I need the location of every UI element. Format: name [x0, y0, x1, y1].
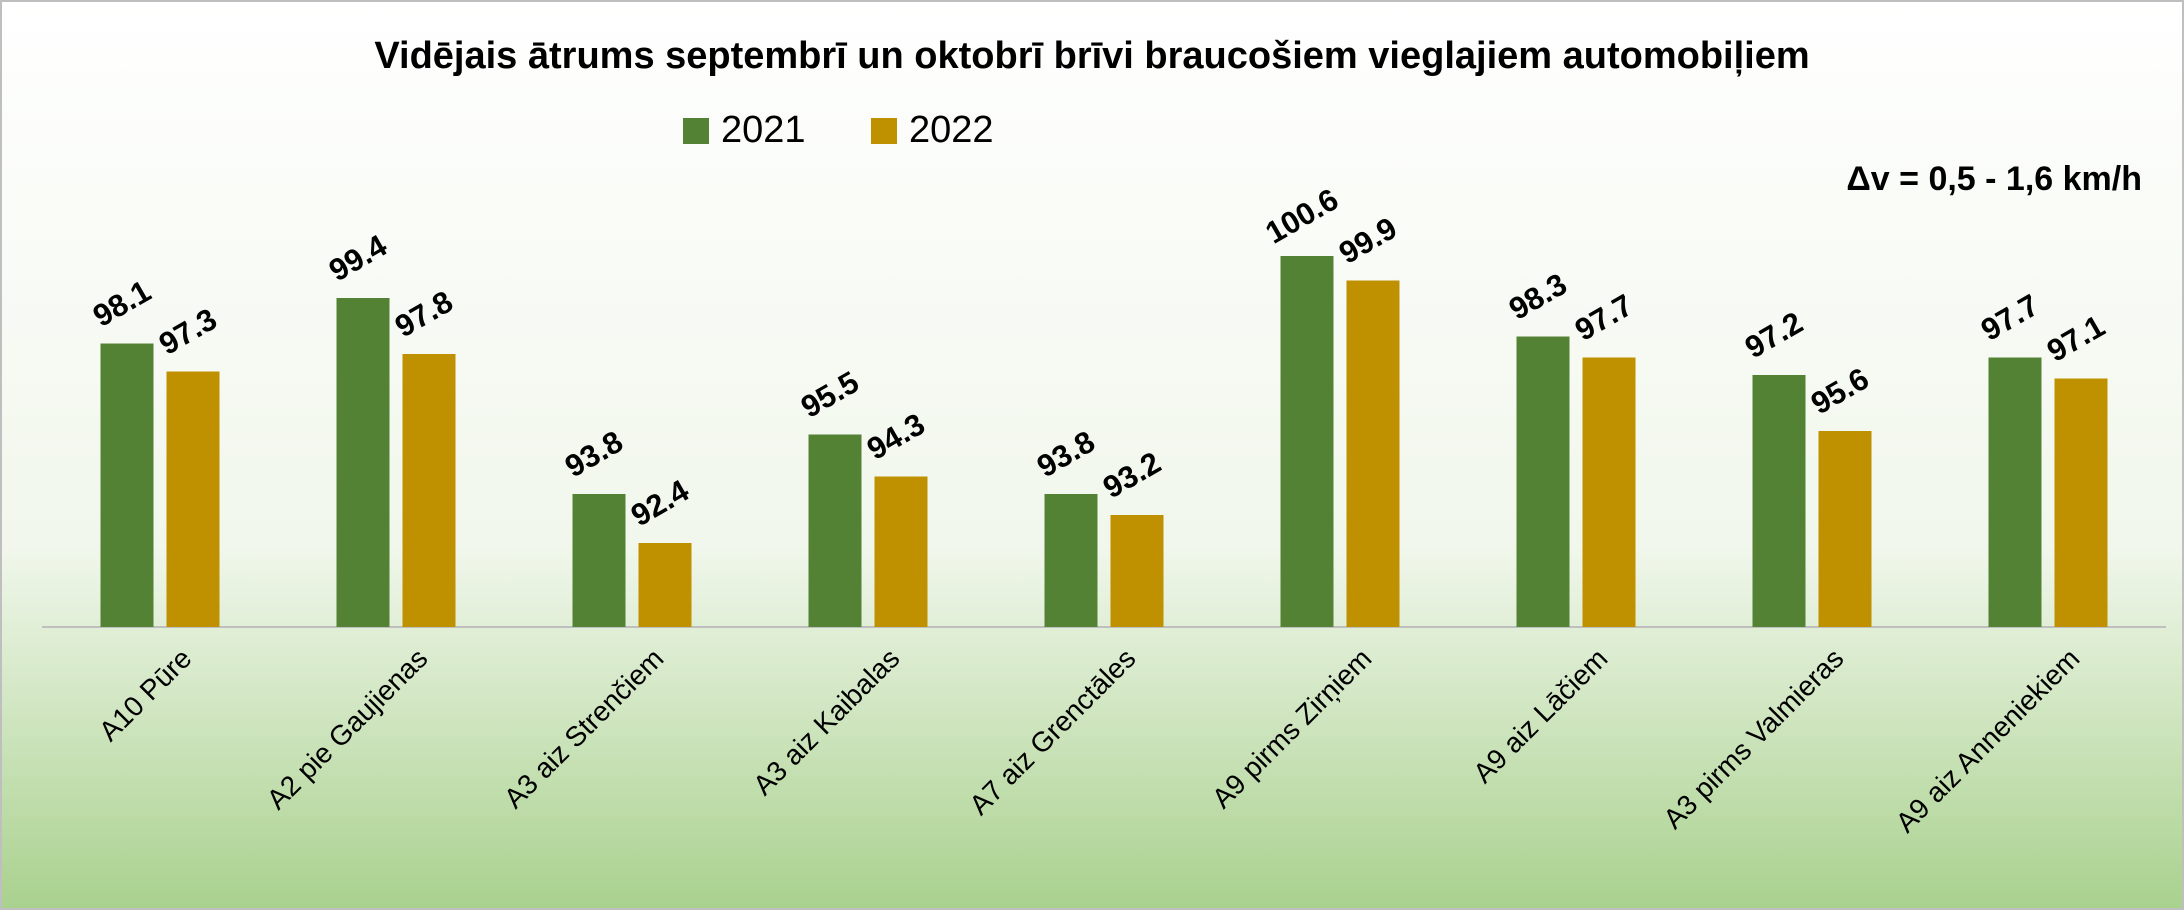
bar [1818, 431, 1872, 627]
bar [874, 476, 928, 627]
annotation: Δv = 0,5 - 1,6 km/h [1846, 160, 2142, 198]
bar [1346, 280, 1400, 627]
bar [166, 371, 220, 627]
bar [1110, 515, 1164, 627]
legend-label: 2022 [909, 109, 994, 151]
bar [1044, 494, 1098, 627]
bar [402, 354, 456, 627]
bar [1752, 375, 1806, 627]
bar [572, 494, 626, 627]
bar [1988, 357, 2042, 627]
bar [1582, 357, 1636, 627]
bar [2054, 378, 2108, 627]
chart-title: Vidējais ātrums septembrī un oktobrī brī… [374, 35, 1809, 77]
legend-swatch [683, 118, 709, 144]
legend-swatch [871, 118, 897, 144]
legend-label: 2021 [721, 109, 806, 151]
bar [336, 298, 390, 627]
bar [638, 543, 692, 627]
bar [1280, 256, 1334, 627]
bar [100, 343, 154, 627]
bar [808, 434, 862, 627]
bar [1516, 336, 1570, 627]
